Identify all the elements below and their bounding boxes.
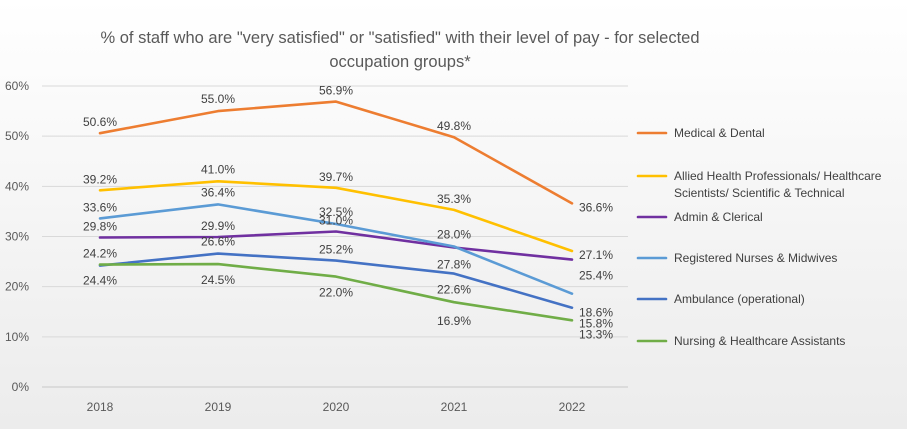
data-label: 22.6% <box>437 283 471 297</box>
data-label: 35.3% <box>437 192 471 206</box>
data-label: 36.4% <box>201 185 235 199</box>
data-label: 33.6% <box>83 200 117 214</box>
data-label: 25.2% <box>319 243 353 257</box>
data-label: 49.8% <box>437 119 471 133</box>
data-label: 16.9% <box>437 314 471 328</box>
legend-label: Allied Health Professionals/ Healthcare <box>674 169 882 183</box>
data-label: 32.5% <box>319 205 353 219</box>
chart-title-line-1: % of staff who are "very satisfied" or "… <box>100 29 700 47</box>
x-tick-label: 2019 <box>205 400 232 414</box>
data-label: 29.8% <box>83 220 117 234</box>
data-label: 39.2% <box>83 172 117 186</box>
data-label: 18.6% <box>579 306 613 320</box>
data-label: 27.1% <box>579 248 613 262</box>
data-label: 36.6% <box>579 200 613 214</box>
series-line <box>98 203 574 296</box>
x-tick-label: 2021 <box>441 400 468 414</box>
y-tick-label: 10% <box>5 330 29 344</box>
data-label: 50.6% <box>83 115 117 129</box>
data-label: 26.6% <box>201 235 235 249</box>
legend-label: Nursing & Healthcare Assistants <box>674 334 845 348</box>
data-label: 56.9% <box>319 84 353 98</box>
chart-title: % of staff who are "very satisfied" or "… <box>100 26 700 74</box>
data-label: 27.8% <box>437 258 471 272</box>
legend-label: Scientists/ Scientific & Technical <box>674 186 845 200</box>
legend-label: Ambulance (operational) <box>674 292 805 306</box>
y-tick-label: 60% <box>5 79 29 93</box>
data-label: 39.7% <box>319 170 353 184</box>
data-label: 28.0% <box>437 228 471 242</box>
data-label: 41.0% <box>201 162 235 176</box>
data-label: 25.4% <box>579 269 613 283</box>
series-line <box>98 262 574 322</box>
data-label: 22.0% <box>319 286 353 300</box>
y-tick-label: 30% <box>5 230 29 244</box>
y-tick-label: 50% <box>5 129 29 143</box>
chart-title-line-2: occupation groups* <box>329 53 471 71</box>
x-tick-label: 2018 <box>87 400 114 414</box>
data-label: 24.5% <box>201 273 235 287</box>
y-tick-label: 40% <box>5 179 29 193</box>
legend-label: Admin & Clerical <box>674 210 763 224</box>
x-tick-label: 2022 <box>559 400 586 414</box>
y-tick-label: 0% <box>12 380 30 394</box>
series-line <box>98 252 574 310</box>
data-label: 15.8% <box>579 317 613 331</box>
data-label: 13.3% <box>579 327 613 341</box>
legend-label: Registered Nurses & Midwives <box>674 251 837 265</box>
x-tick-label: 2020 <box>323 400 350 414</box>
legend-label: Medical & Dental <box>674 126 765 140</box>
data-label: 55.0% <box>201 92 235 106</box>
series-line <box>98 100 574 205</box>
data-label: 31.0% <box>319 213 353 227</box>
y-tick-label: 20% <box>5 280 29 294</box>
data-label: 24.2% <box>83 247 117 261</box>
data-label: 29.9% <box>201 219 235 233</box>
series-line <box>98 230 574 261</box>
series-line <box>98 180 574 253</box>
data-label: 24.4% <box>83 274 117 288</box>
